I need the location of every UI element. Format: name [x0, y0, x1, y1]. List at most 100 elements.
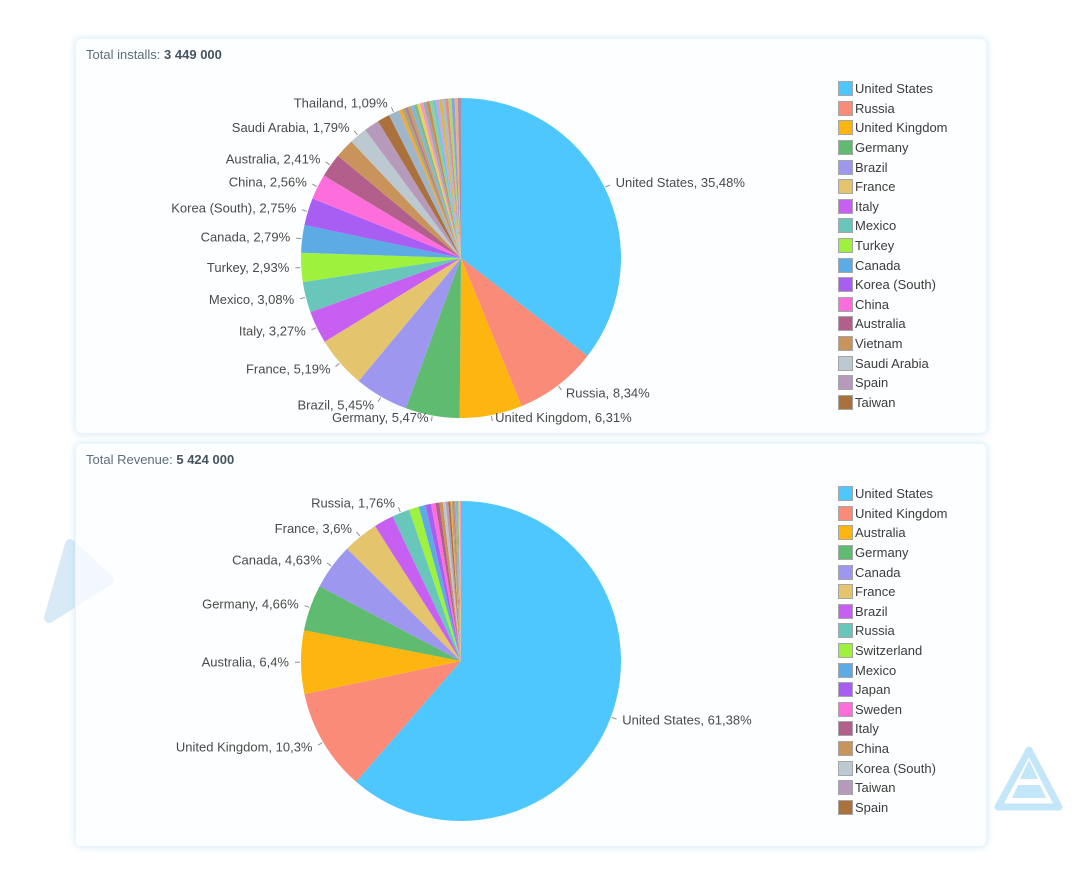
- pie-slice-other[interactable]: [423, 101, 461, 258]
- pie-slice-saudi-arabia[interactable]: [351, 129, 461, 258]
- pie-slice-australia[interactable]: [323, 155, 461, 258]
- pie-slice-spain[interactable]: [448, 501, 461, 661]
- legend-item[interactable]: Japan: [838, 680, 948, 700]
- pie-slice-other[interactable]: [454, 98, 461, 258]
- pie-slice-korea-south[interactable]: [304, 198, 461, 258]
- legend-item[interactable]: Germany: [838, 138, 948, 158]
- pie-slice-france[interactable]: [346, 526, 461, 661]
- pie-slice-other[interactable]: [398, 109, 461, 258]
- legend-item[interactable]: Korea (South): [838, 275, 948, 295]
- legend-item[interactable]: Russia: [838, 621, 948, 641]
- pie-slice-canada[interactable]: [319, 548, 461, 661]
- pie-slice-other[interactable]: [407, 106, 461, 258]
- legend-item[interactable]: Canada: [838, 562, 948, 582]
- pie-slice-other[interactable]: [426, 101, 461, 258]
- legend-item[interactable]: United Kingdom: [838, 504, 948, 524]
- pie-slice-other[interactable]: [456, 501, 461, 661]
- pie-slice-other[interactable]: [429, 100, 461, 258]
- legend-swatch: [838, 623, 853, 639]
- pie-slice-other[interactable]: [454, 501, 461, 661]
- pie-slice-other[interactable]: [416, 103, 461, 258]
- legend-item[interactable]: Mexico: [838, 660, 948, 680]
- legend-item[interactable]: China: [838, 739, 948, 759]
- pie-slice-switzerland[interactable]: [408, 506, 461, 661]
- legend-item[interactable]: Australia: [838, 523, 948, 543]
- legend-item[interactable]: France: [838, 177, 948, 197]
- pie-slice-other[interactable]: [458, 501, 461, 661]
- pie-slice-china[interactable]: [312, 175, 461, 258]
- legend-item[interactable]: United States: [838, 484, 948, 504]
- pie-slice-brazil[interactable]: [358, 258, 461, 409]
- legend-item[interactable]: Taiwan: [838, 778, 948, 798]
- slice-label: Russia, 1,76%: [311, 496, 395, 511]
- legend-item[interactable]: France: [838, 582, 948, 602]
- legend-item[interactable]: Turkey: [838, 236, 948, 256]
- pie-slice-other[interactable]: [445, 98, 461, 258]
- pie-slice-italy[interactable]: [310, 258, 461, 342]
- pie-slice-spain[interactable]: [365, 121, 461, 259]
- pie-slice-japan[interactable]: [425, 503, 461, 661]
- legend-item[interactable]: Sweden: [838, 700, 948, 720]
- pie-slice-mexico[interactable]: [302, 258, 461, 313]
- pie-slice-france[interactable]: [324, 258, 461, 381]
- pie-slice-thailand[interactable]: [388, 110, 461, 258]
- pie-slice-brazil[interactable]: [375, 516, 461, 661]
- legend-item[interactable]: Germany: [838, 543, 948, 563]
- pie-slice-other[interactable]: [420, 102, 461, 258]
- pie-slice-other[interactable]: [410, 105, 461, 258]
- pie-slice-italy[interactable]: [435, 502, 461, 661]
- pie-slice-other[interactable]: [451, 501, 461, 661]
- pie-slice-other[interactable]: [448, 98, 461, 258]
- legend-item[interactable]: Italy: [838, 197, 948, 217]
- legend-item[interactable]: Australia: [838, 314, 948, 334]
- pie-slice-united-states[interactable]: [461, 98, 622, 356]
- pie-slice-united-kingdom[interactable]: [459, 258, 522, 418]
- pie-slice-other[interactable]: [452, 501, 461, 661]
- legend-item[interactable]: Brazil: [838, 157, 948, 177]
- pie-slice-mexico[interactable]: [418, 505, 461, 661]
- pie-slice-united-kingdom[interactable]: [304, 661, 461, 782]
- legend-item[interactable]: Saudi Arabia: [838, 353, 948, 373]
- pie-slice-china[interactable]: [439, 502, 461, 661]
- legend-item[interactable]: Russia: [838, 99, 948, 119]
- legend-item[interactable]: Mexico: [838, 216, 948, 236]
- pie-slice-canada[interactable]: [301, 224, 461, 258]
- legend-item[interactable]: Spain: [838, 798, 948, 818]
- legend-item[interactable]: Canada: [838, 255, 948, 275]
- pie-slice-korea-south[interactable]: [442, 501, 461, 661]
- pie-slice-russia[interactable]: [461, 258, 588, 407]
- pie-slice-other[interactable]: [413, 104, 461, 259]
- legend-item[interactable]: Switzerland: [838, 641, 948, 661]
- pie-slice-taiwan[interactable]: [378, 115, 461, 259]
- pie-slice-germany[interactable]: [405, 258, 461, 418]
- pie-slice-other[interactable]: [455, 501, 461, 661]
- legend-item[interactable]: Spain: [838, 373, 948, 393]
- legend-item[interactable]: Vietnam: [838, 334, 948, 354]
- pie-slice-turkey[interactable]: [301, 252, 461, 283]
- pie-slice-other[interactable]: [450, 501, 461, 661]
- pie-slice-sweden[interactable]: [430, 503, 461, 661]
- legend-item[interactable]: Taiwan: [838, 393, 948, 413]
- legend-item[interactable]: Korea (South): [838, 758, 948, 778]
- legend-item[interactable]: United States: [838, 79, 948, 99]
- pie-slice-other[interactable]: [451, 98, 461, 258]
- legend-item[interactable]: Brazil: [838, 602, 948, 622]
- pie-slice-united-states[interactable]: [356, 501, 622, 821]
- pie-slice-other[interactable]: [435, 99, 461, 258]
- pie-slice-taiwan[interactable]: [445, 501, 461, 661]
- pie-slice-other[interactable]: [432, 100, 461, 258]
- pie-slice-other[interactable]: [459, 501, 461, 661]
- pie-slice-australia[interactable]: [301, 630, 461, 695]
- pie-slice-other[interactable]: [438, 99, 461, 258]
- pie-slice-russia[interactable]: [392, 509, 461, 661]
- legend-item[interactable]: China: [838, 295, 948, 315]
- slice-label: United States, 61,38%: [622, 713, 752, 728]
- pie-slice-vietnam[interactable]: [337, 141, 461, 259]
- pie-slice-germany[interactable]: [303, 586, 461, 661]
- pie-slice-other[interactable]: [457, 97, 461, 258]
- legend-item[interactable]: United Kingdom: [838, 118, 948, 138]
- pie-slice-other[interactable]: [441, 98, 461, 258]
- legend-item[interactable]: Italy: [838, 719, 948, 739]
- pie-slice-other[interactable]: [404, 107, 461, 258]
- pie-slice-other[interactable]: [401, 108, 461, 258]
